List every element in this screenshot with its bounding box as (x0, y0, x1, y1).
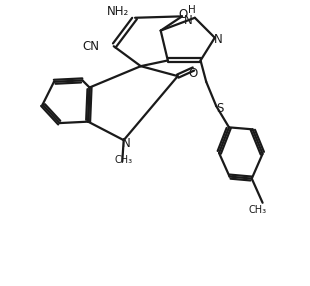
Text: CH₃: CH₃ (248, 205, 267, 215)
Text: CH₃: CH₃ (115, 155, 133, 165)
Text: N: N (184, 14, 193, 27)
Text: N: N (122, 137, 131, 150)
Text: H: H (188, 5, 196, 15)
Text: CN: CN (82, 40, 100, 53)
Text: O: O (179, 7, 188, 21)
Text: N: N (214, 33, 223, 46)
Text: NH₂: NH₂ (107, 5, 129, 18)
Text: O: O (188, 67, 197, 80)
Text: S: S (216, 102, 224, 115)
